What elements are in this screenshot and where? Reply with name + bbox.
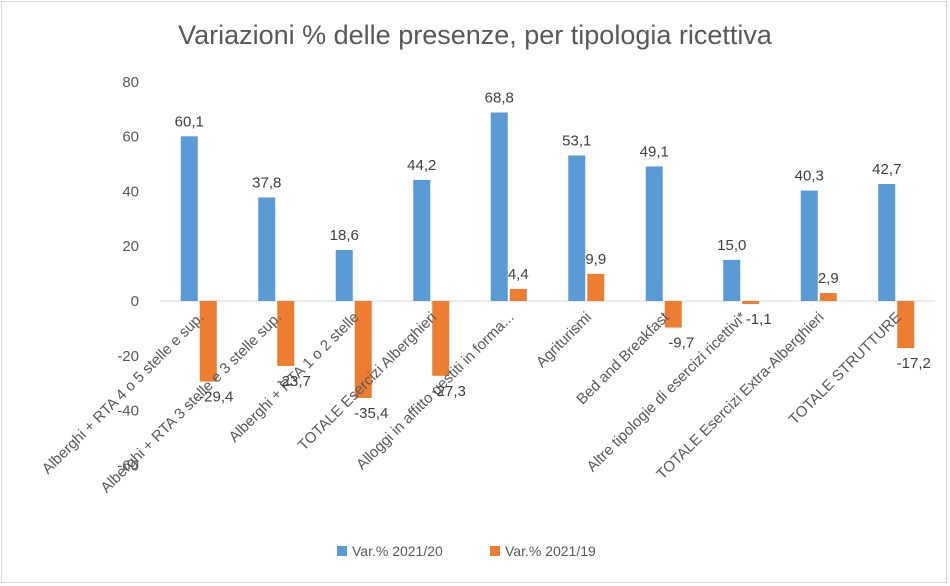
bars-group: [180, 112, 915, 398]
bar-var-2021-20: [723, 259, 741, 301]
data-label: 4,4: [508, 266, 529, 283]
bar-var-2021-19: [354, 301, 372, 398]
category-label: Agriturismi: [533, 309, 595, 371]
legend-label: Var.% 2021/20: [352, 543, 443, 559]
data-label: 60,1: [175, 113, 204, 130]
category-labels: Alberghi + RTA 4 o 5 stelle e sup.Alberg…: [39, 308, 905, 496]
bar-var-2021-20: [878, 184, 896, 301]
data-label: 18,6: [330, 227, 359, 244]
y-tick-label: -20: [117, 348, 139, 365]
data-label: 53,1: [562, 133, 591, 150]
data-label: 9,9: [585, 251, 606, 268]
data-label: -35,4: [354, 405, 388, 422]
y-tick-label: -60: [117, 457, 139, 474]
bar-var-2021-20: [645, 166, 663, 301]
data-label: 49,1: [640, 143, 669, 160]
legend: Var.% 2021/20 Var.% 2021/19: [337, 543, 596, 559]
bar-var-2021-20: [490, 112, 508, 301]
bar-var-2021-19: [199, 301, 217, 382]
bar-var-2021-20: [258, 197, 276, 301]
bar-var-2021-19: [742, 301, 760, 305]
y-tick-label: 0: [131, 293, 139, 310]
bar-var-2021-20: [800, 190, 818, 301]
chart-title: Variazioni % delle presenze, per tipolog…: [178, 20, 772, 50]
data-label: -1,1: [746, 311, 772, 328]
bar-var-2021-20: [335, 250, 353, 301]
legend-swatch: [490, 546, 500, 556]
legend-swatch: [337, 546, 347, 556]
data-labels: 60,1 -29,4 37,8 -23,7 18,6 -35,4 44,2 -27,3 68,8…: [175, 89, 931, 422]
category-label: Alberghi + RTA 4 o 5 stelle e sup.: [39, 309, 208, 478]
data-label: -17,2: [897, 355, 931, 372]
data-label: -9,7: [668, 335, 694, 352]
data-label: 42,7: [872, 161, 901, 178]
legend-label: Var.% 2021/19: [505, 543, 596, 559]
bar-var-2021-20: [568, 155, 586, 301]
bar-var-2021-19: [664, 301, 682, 328]
bar-var-2021-19: [509, 288, 527, 301]
y-axis-ticks: 80 60 40 20 0 -20 -40 -60: [117, 74, 139, 475]
data-label: 68,8: [485, 89, 514, 106]
y-tick-label: 20: [122, 238, 139, 255]
data-label: 40,3: [795, 168, 824, 185]
data-label: -29,4: [199, 389, 233, 406]
category-label: Altre tipologie di esercizi ricettivi*: [584, 309, 751, 476]
bar-var-2021-20: [413, 179, 431, 301]
y-tick-label: -40: [117, 403, 139, 420]
data-label: 44,2: [407, 157, 436, 174]
data-label: -27,3: [432, 383, 466, 400]
bar-var-2021-19: [277, 301, 295, 366]
data-label: 2,9: [818, 270, 839, 287]
bar-var-2021-19: [432, 301, 450, 376]
data-label: 37,8: [252, 174, 281, 191]
y-tick-label: 40: [122, 183, 139, 200]
y-tick-label: 60: [122, 129, 139, 146]
bar-var-2021-19: [897, 301, 915, 349]
bar-var-2021-20: [180, 136, 198, 301]
bar-var-2021-19: [587, 273, 605, 301]
bar-var-2021-19: [819, 293, 837, 301]
y-tick-label: 80: [122, 74, 139, 91]
data-label: -23,7: [277, 373, 311, 390]
data-label: 15,0: [717, 237, 746, 254]
